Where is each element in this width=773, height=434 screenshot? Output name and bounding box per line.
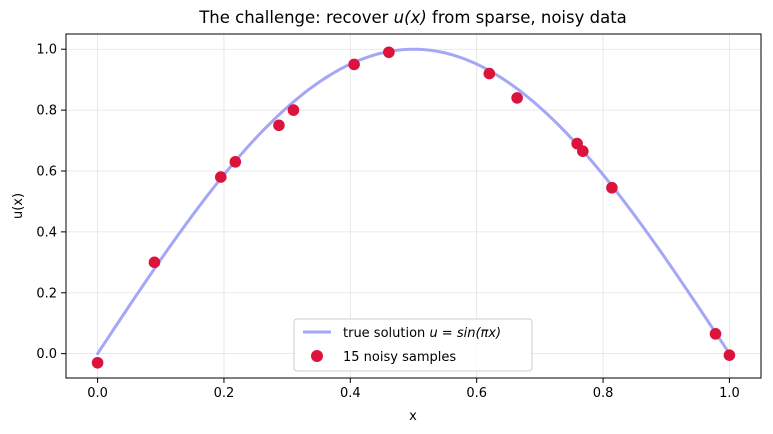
grid-lines: [66, 34, 761, 378]
sample-point: [383, 46, 395, 59]
sample-point: [348, 58, 360, 71]
y-axis-ticks: 0.0 0.2 0.4 0.6 0.8 1.0: [36, 43, 66, 362]
sample-point: [214, 171, 227, 183]
true-solution-curve: [96, 47, 731, 356]
sample-point: [709, 328, 722, 340]
x-tick-label: 0.8: [593, 386, 614, 401]
legend-box: [293, 318, 533, 372]
y-tick-label: 0.4: [36, 225, 57, 240]
y-tick-label: 0.2: [36, 286, 57, 301]
y-tick-label: 0.0: [36, 347, 57, 362]
y-tick-label: 0.6: [36, 164, 57, 179]
y-axis-label: u(x): [11, 193, 26, 219]
x-tick-label: 1.0: [719, 386, 740, 401]
true-solution-line: [96, 47, 731, 356]
chart-title: The challenge: recover u(x) from sparse,…: [198, 8, 627, 27]
y-tick-label: 1.0: [36, 43, 57, 58]
legend-label-noisy-samples: 15 noisy samples: [343, 350, 456, 365]
sample-point: [148, 256, 161, 269]
sample-point: [91, 356, 104, 369]
sample-point: [273, 119, 285, 132]
sample-point: [483, 67, 496, 80]
sample-point: [723, 349, 736, 361]
noisy-samples: [91, 46, 736, 369]
y-tick-label: 0.8: [36, 104, 57, 119]
sample-point: [229, 156, 242, 168]
x-tick-label: 0.6: [466, 386, 487, 401]
sample-point: [577, 145, 589, 158]
legend: true solution u = sin(πx) 15 noisy sampl…: [293, 318, 533, 372]
plot-frame: [65, 33, 762, 379]
legend-label-true-solution: true solution u = sin(πx): [343, 326, 501, 341]
x-tick-label: 0.0: [87, 386, 108, 401]
x-axis-ticks: 0.0 0.2 0.4 0.6 0.8 1.0: [87, 378, 740, 401]
x-tick-label: 0.2: [214, 386, 235, 401]
x-axis-label: x: [409, 409, 417, 424]
sample-point: [287, 104, 300, 116]
sample-point: [511, 92, 523, 104]
sample-point: [606, 181, 618, 194]
x-tick-label: 0.4: [340, 386, 361, 401]
legend-marker-swatch: [311, 350, 323, 362]
